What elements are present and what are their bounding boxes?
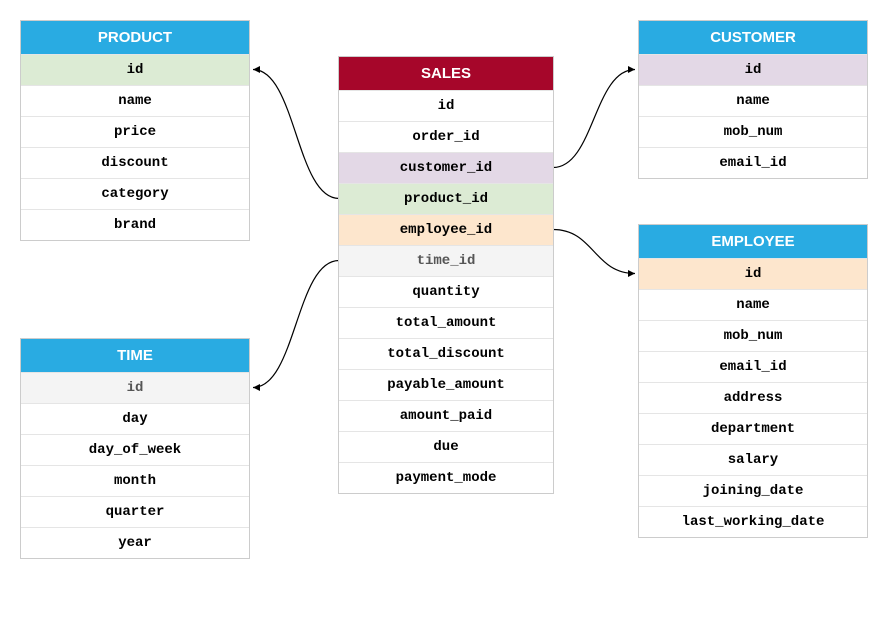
customer-row-email_id: email_id [639, 147, 867, 178]
employee-row-department: department [639, 413, 867, 444]
sales-row-id: id [339, 90, 553, 121]
sales-row-due: due [339, 431, 553, 462]
employee-table: EMPLOYEEidnamemob_numemail_idaddressdepa… [638, 224, 868, 538]
sales-row-order_id: order_id [339, 121, 553, 152]
sales-row-amount_paid: amount_paid [339, 400, 553, 431]
sales-row-payment_mode: payment_mode [339, 462, 553, 493]
employee-row-address: address [639, 382, 867, 413]
relationship-edge [253, 261, 339, 388]
customer-row-mob_num: mob_num [639, 116, 867, 147]
relationship-edge [553, 230, 635, 274]
employee-row-joining_date: joining_date [639, 475, 867, 506]
product-table-header: PRODUCT [21, 21, 249, 54]
time-table-header: TIME [21, 339, 249, 372]
time-row-day_of_week: day_of_week [21, 434, 249, 465]
time-row-quarter: quarter [21, 496, 249, 527]
time-table: TIMEiddayday_of_weekmonthquarteryear [20, 338, 250, 559]
sales-row-total_discount: total_discount [339, 338, 553, 369]
product-row-price: price [21, 116, 249, 147]
employee-row-last_working_date: last_working_date [639, 506, 867, 537]
employee-row-email_id: email_id [639, 351, 867, 382]
employee-row-mob_num: mob_num [639, 320, 867, 351]
sales-row-customer_id: customer_id [339, 152, 553, 183]
relationship-edge [553, 70, 635, 168]
sales-row-total_amount: total_amount [339, 307, 553, 338]
product-row-brand: brand [21, 209, 249, 240]
product-table: PRODUCTidnamepricediscountcategorybrand [20, 20, 250, 241]
customer-row-name: name [639, 85, 867, 116]
relationship-edge [253, 70, 339, 199]
product-row-discount: discount [21, 147, 249, 178]
time-row-month: month [21, 465, 249, 496]
product-row-category: category [21, 178, 249, 209]
customer-table: CUSTOMERidnamemob_numemail_id [638, 20, 868, 179]
customer-row-id: id [639, 54, 867, 85]
employee-row-salary: salary [639, 444, 867, 475]
sales-row-payable_amount: payable_amount [339, 369, 553, 400]
employee-table-header: EMPLOYEE [639, 225, 867, 258]
employee-row-id: id [639, 258, 867, 289]
sales-row-employee_id: employee_id [339, 214, 553, 245]
time-row-year: year [21, 527, 249, 558]
product-row-id: id [21, 54, 249, 85]
sales-row-quantity: quantity [339, 276, 553, 307]
sales-row-time_id: time_id [339, 245, 553, 276]
sales-table-header: SALES [339, 57, 553, 90]
sales-table: SALESidorder_idcustomer_idproduct_idempl… [338, 56, 554, 494]
sales-row-product_id: product_id [339, 183, 553, 214]
time-row-day: day [21, 403, 249, 434]
customer-table-header: CUSTOMER [639, 21, 867, 54]
time-row-id: id [21, 372, 249, 403]
product-row-name: name [21, 85, 249, 116]
employee-row-name: name [639, 289, 867, 320]
